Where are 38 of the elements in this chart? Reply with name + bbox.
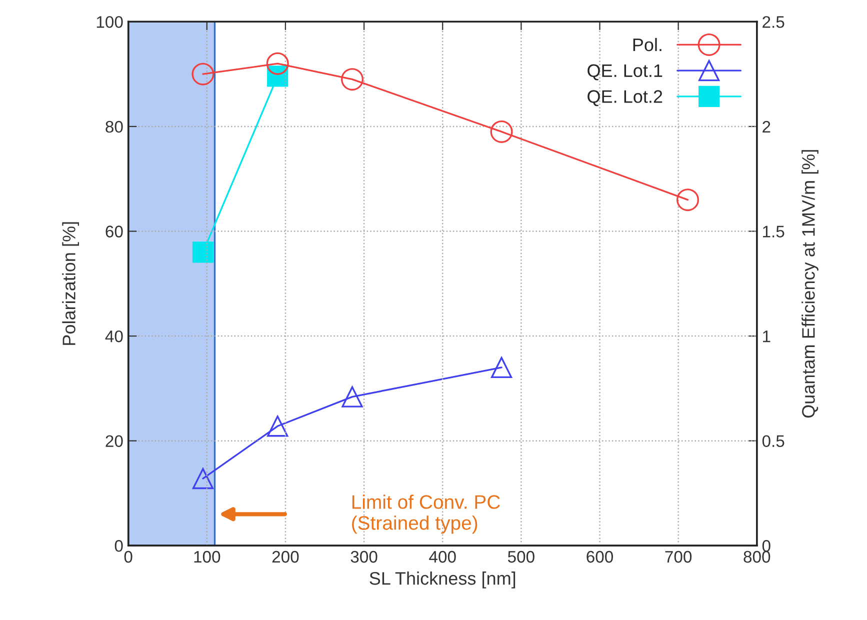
y-tick-label: 0 [114,540,123,552]
point [340,68,364,91]
y2-axis-title: Quantam Efficiency at 1MV/m [%] [802,150,818,418]
legend-label: Pol. [633,38,662,52]
point [266,52,289,75]
x-tick-label: 600 [586,550,613,563]
annotation: Limit of Conv. PC (Strained type) [352,494,500,534]
legend-label: QE. Lot.1 [588,64,662,80]
y2-tick-label: 1.5 [763,226,784,238]
point [192,62,214,86]
y-tick-label: 40 [105,330,123,342]
x-tick-label: 0 [124,550,132,563]
y2-tick-label: 0 [762,540,770,552]
x-tick-label: 800 [744,550,770,563]
y-tick-label: 80 [106,120,123,133]
y2-tick-label: 0.5 [762,435,784,448]
legend-label: QE. Lot.2 [588,90,662,106]
x-axis-title: SL Thickness [nm] [370,572,516,588]
point [192,468,214,490]
y-tick-label: 100 [96,16,123,28]
point [676,188,699,212]
point [490,120,513,143]
x-tick-label: 500 [508,550,534,563]
x-tick-label: 200 [272,550,299,563]
y2-tick-label: 2 [762,120,770,133]
point [490,356,512,378]
y-tick-label: 20 [106,435,123,448]
x-tick-label: 400 [429,550,456,563]
y2-tick-label: 2.5 [762,16,784,28]
x-tick-label: 300 [350,550,378,563]
y2-tick-label: 1 [763,330,770,342]
y-tick-label: 60 [106,226,123,238]
y-axis-title: Polarization [%] [62,222,79,345]
x-tick-label: 100 [194,550,220,563]
point [192,242,214,263]
point [342,386,363,408]
x-tick-label: 700 [665,550,692,563]
point [267,416,288,437]
